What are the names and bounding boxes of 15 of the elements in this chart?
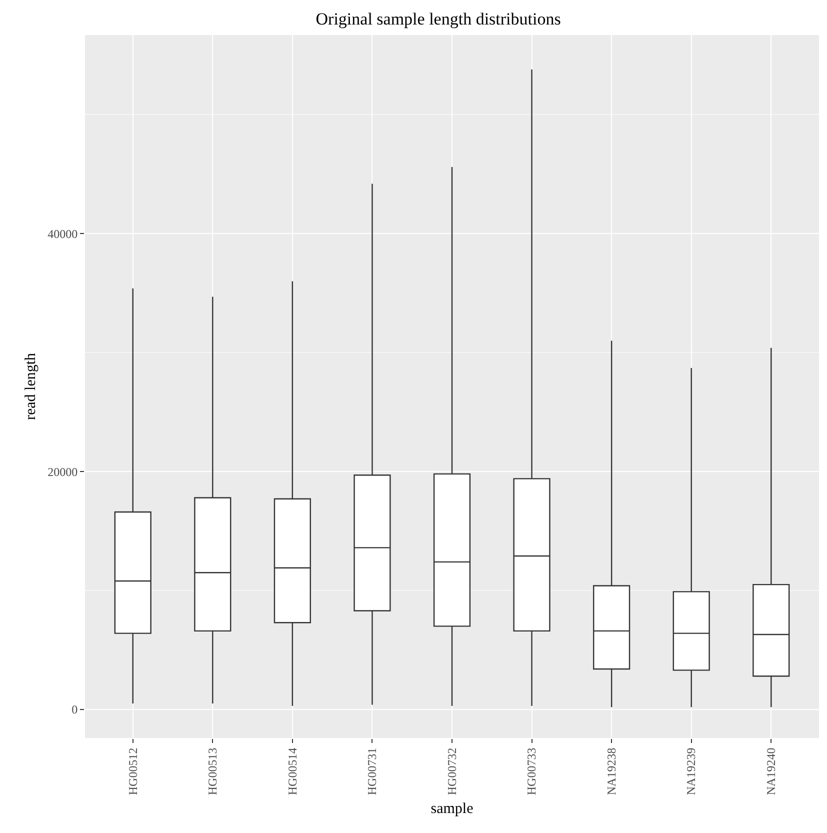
chart-title: Original sample length distributions — [316, 9, 561, 28]
y-axis-title: read length — [22, 352, 39, 420]
x-tick-label: HG00513 — [206, 748, 220, 796]
x-tick-label: NA19239 — [684, 748, 698, 796]
x-tick-label: NA19238 — [604, 748, 618, 796]
x-tick-label: HG00733 — [524, 748, 539, 796]
y-tick-label: 0 — [72, 702, 78, 717]
x-tick-label: HG00732 — [444, 748, 459, 796]
x-tick-label: HG00514 — [285, 748, 300, 796]
x-tick-label: HG00512 — [126, 748, 140, 796]
x-tick-label: HG00731 — [365, 748, 380, 796]
x-axis-title: sample — [430, 801, 474, 818]
y-tick-label: 20000 — [48, 464, 78, 479]
y-tick-label: 40000 — [48, 226, 78, 241]
x-tick-label: NA19240 — [764, 748, 778, 796]
